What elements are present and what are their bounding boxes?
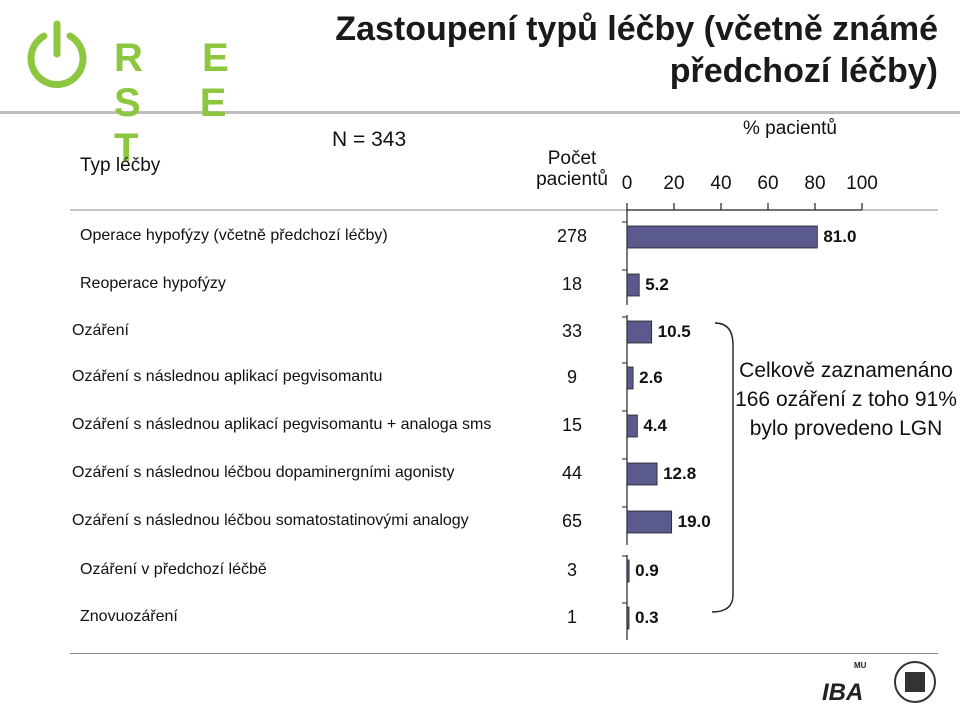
bar-value-label: 0.9 [635, 561, 659, 580]
header-count: Počet pacientů [536, 148, 608, 190]
row-count: 44 [561, 463, 583, 483]
bar-value-label: 4.4 [643, 416, 667, 435]
x-tick-label: 100 [846, 173, 878, 194]
row-label: Ozáření s následnou aplikací pegvisomant… [72, 416, 492, 433]
row-label: Ozáření s následnou léčbou dopaminergním… [72, 464, 455, 481]
mu-text: MU [854, 661, 867, 670]
x-tick-label: 40 [710, 173, 732, 194]
bar-value-label: 81.0 [823, 227, 857, 246]
row-label: Ozáření v předchozí léčbě [80, 561, 267, 578]
header-divider [0, 111, 960, 114]
bar [626, 225, 818, 249]
bar [626, 462, 658, 486]
mu-iba-logo: MU IBA [820, 658, 950, 706]
row-label: Ozáření [72, 322, 129, 339]
x-tick-label: 0 [621, 173, 633, 194]
bar [626, 273, 640, 297]
row-label: Ozáření s následnou léčbou somatostatino… [72, 512, 469, 529]
bar-value-label: 0.3 [635, 608, 659, 627]
row-count: 3 [566, 560, 577, 580]
row-label: Ozáření s následnou aplikací pegvisomant… [72, 368, 383, 385]
row-count: 9 [566, 367, 577, 387]
bar [626, 320, 653, 344]
bar-value-label: 5.2 [645, 275, 669, 294]
row-count: 15 [561, 415, 583, 435]
page-title: Zastoupení typů léčby (včetně známé před… [335, 10, 938, 90]
logo-wordmark: R E S E T [114, 36, 253, 170]
header-percent: % pacientů [742, 118, 837, 139]
x-tick-label: 20 [663, 173, 685, 194]
bar-value-label: 12.8 [663, 464, 697, 483]
bar [626, 414, 638, 438]
footer-divider [70, 653, 938, 654]
row-label: Znovuozáření [80, 608, 178, 625]
header-n: N = 343 [332, 128, 407, 151]
row-count: 1 [566, 607, 577, 627]
row-label: Reoperace hypofýzy [80, 275, 226, 292]
row-count: 278 [556, 226, 588, 246]
row-count: 33 [561, 321, 583, 341]
x-tick-label: 80 [804, 173, 826, 194]
bar [626, 366, 634, 390]
bar-value-label: 2.6 [639, 368, 663, 387]
x-tick-label: 60 [757, 173, 779, 194]
annotation-note: Celkově zaznamenáno 166 ozáření z toho 9… [735, 359, 957, 440]
bar [626, 510, 673, 534]
bar [626, 559, 630, 583]
bar-value-label: 19.0 [677, 512, 711, 531]
row-count: 18 [561, 274, 583, 294]
bar [626, 606, 630, 630]
row-label: Operace hypofýzy (včetně předchozí léčby… [80, 227, 388, 244]
bar-value-label: 10.5 [657, 322, 691, 341]
reset-logo: R E S E T [22, 14, 322, 170]
row-count: 65 [561, 511, 583, 531]
header-type: Typ léčby [80, 155, 161, 176]
power-icon [27, 20, 87, 88]
iba-text: IBA [822, 679, 863, 704]
